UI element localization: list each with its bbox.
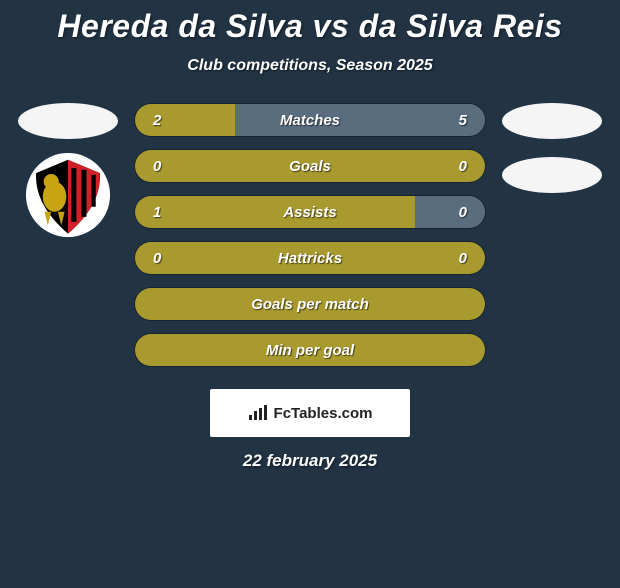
right-player-avatar: [502, 103, 602, 139]
stat-bars: 2Matches5 0Goals0 1Assists0 0Hattricks0 Goal…: [128, 103, 492, 379]
right-player-column: [492, 103, 612, 379]
page-title: Hereda da Silva vs da Silva Reis: [0, 8, 620, 45]
left-player-avatar: [18, 103, 118, 139]
left-player-column: [8, 103, 128, 379]
stat-label: Matches: [135, 112, 485, 129]
stat-row: 0Goals0: [134, 149, 486, 183]
stat-label: Min per goal: [135, 342, 485, 359]
chart-icon: [248, 405, 268, 421]
stat-label: Assists: [135, 204, 485, 221]
source-badge: FcTables.com: [210, 389, 410, 437]
stat-row: Min per goal: [134, 333, 486, 367]
comparison-area: 2Matches5 0Goals0 1Assists0 0Hattricks0 Goal…: [0, 103, 620, 379]
stat-row: 2Matches5: [134, 103, 486, 137]
left-club-logo: [26, 153, 110, 237]
right-club-logo: [502, 157, 602, 193]
stat-row: 0Hattricks0: [134, 241, 486, 275]
stat-row: Goals per match: [134, 287, 486, 321]
stat-label: Goals: [135, 158, 485, 175]
stat-row: 1Assists0: [134, 195, 486, 229]
stat-label: Hattricks: [135, 250, 485, 267]
stat-label: Goals per match: [135, 296, 485, 313]
subtitle: Club competitions, Season 2025: [0, 57, 620, 75]
source-label: FcTables.com: [274, 405, 373, 422]
date-label: 22 february 2025: [0, 451, 620, 471]
